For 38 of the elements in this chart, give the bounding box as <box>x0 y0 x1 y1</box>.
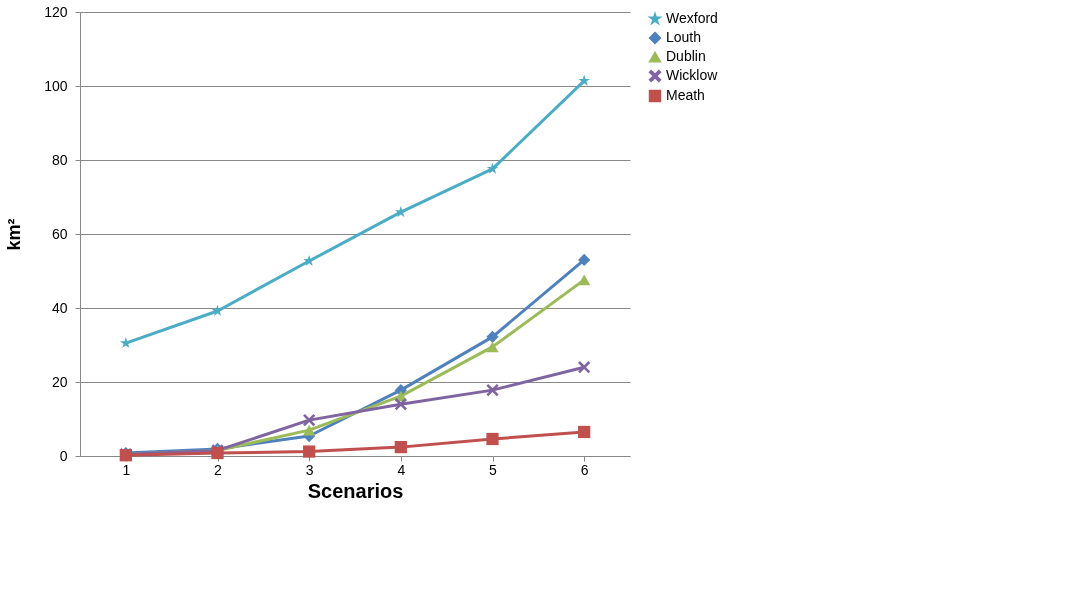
point <box>578 74 590 86</box>
point <box>211 304 224 316</box>
point <box>394 398 407 411</box>
point <box>486 432 499 446</box>
point <box>578 274 591 286</box>
point <box>578 361 591 374</box>
y-tick-label: 0 <box>59 447 68 464</box>
x-axis-title: Scenarios <box>307 479 404 502</box>
point <box>394 441 407 454</box>
point <box>303 413 316 427</box>
y-axis-title: km² <box>4 218 25 251</box>
point <box>486 162 499 174</box>
y-tick-label: 120 <box>44 3 68 20</box>
y-tick-label: 80 <box>51 151 68 168</box>
y-tick-label: 60 <box>51 225 68 242</box>
point <box>578 425 591 439</box>
point <box>578 253 591 267</box>
point <box>303 424 316 436</box>
point <box>486 341 499 353</box>
point <box>303 254 315 266</box>
y-tick-label: 40 <box>51 299 68 316</box>
x-tick-label: 3 <box>305 461 314 478</box>
legend-label: Dublin <box>666 48 706 64</box>
x-tick-label: 6 <box>580 461 589 478</box>
legend-label: Louth <box>666 29 702 45</box>
y-tick-label: 100 <box>44 77 68 94</box>
point <box>395 206 407 218</box>
y-tick-label: 20 <box>51 373 68 390</box>
x-tick-label: 5 <box>489 461 498 478</box>
legend-label: Wexford <box>666 10 718 26</box>
point <box>486 330 499 343</box>
legend-label: Wicklow <box>666 67 719 83</box>
x-tick-label: 1 <box>122 461 131 478</box>
x-tick-label: 4 <box>397 461 406 478</box>
point <box>303 445 316 458</box>
x-tick-label: 2 <box>214 461 223 478</box>
legend-label: Meath <box>666 87 705 103</box>
point <box>486 384 499 397</box>
